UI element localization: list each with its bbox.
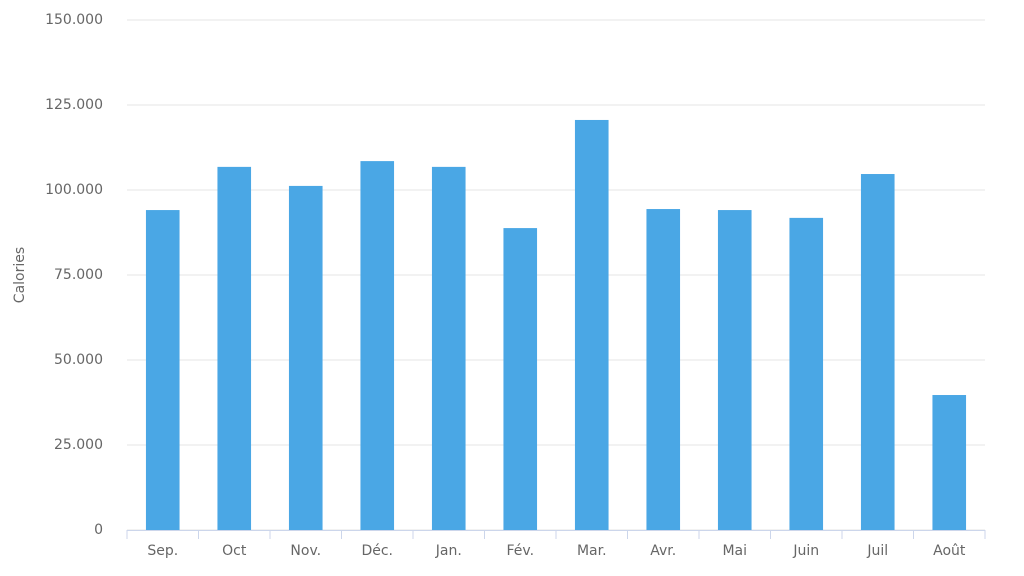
- x-tick-label: Juil: [866, 543, 888, 559]
- y-tick-label: 125.000: [45, 97, 103, 113]
- x-tick-label: Nov.: [290, 543, 321, 559]
- x-tick-label: Avr.: [650, 543, 676, 559]
- bar: [789, 217, 824, 530]
- y-tick-label: 25.000: [54, 437, 103, 453]
- x-tick-label: Fév.: [506, 543, 534, 559]
- y-tick-label: 100.000: [45, 182, 103, 198]
- x-tick-label: Jan.: [435, 543, 462, 559]
- bar: [932, 395, 967, 530]
- y-tick-label: 0: [94, 522, 103, 538]
- y-axis-title: Calories: [12, 247, 28, 303]
- bar: [503, 228, 538, 530]
- bar: [574, 119, 609, 531]
- bar: [360, 161, 395, 530]
- x-tick-label: Sep.: [147, 543, 178, 559]
- bar: [217, 166, 252, 530]
- bar: [431, 166, 466, 530]
- x-tick-label: Mai: [722, 543, 747, 559]
- x-tick-label: Mar.: [577, 543, 607, 559]
- y-tick-label: 50.000: [54, 352, 103, 368]
- bar: [288, 185, 323, 531]
- x-tick-label: Août: [933, 543, 966, 559]
- y-tick-label: 75.000: [54, 267, 103, 283]
- bar: [145, 210, 180, 530]
- x-tick-label: Oct: [222, 543, 247, 559]
- bar: [646, 209, 681, 531]
- x-tick-label: Déc.: [361, 543, 393, 559]
- y-tick-label: 150.000: [45, 12, 103, 28]
- bar: [860, 174, 895, 530]
- x-tick-label: Juin: [792, 543, 819, 559]
- bar: [717, 210, 752, 530]
